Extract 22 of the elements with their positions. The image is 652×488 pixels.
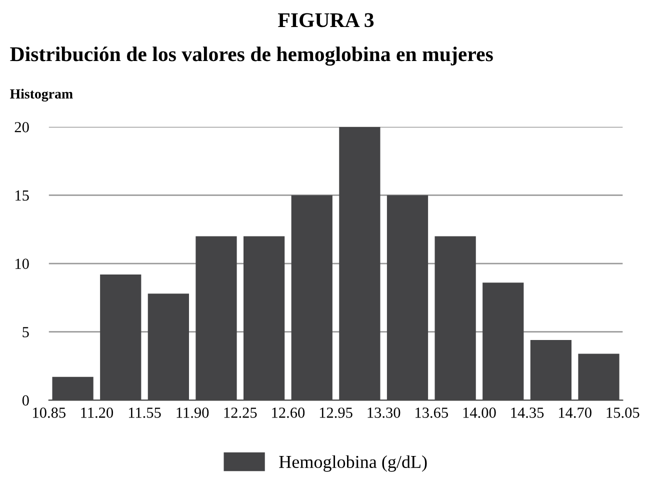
chart-title: FIGURA 3	[278, 13, 374, 28]
x-tick-label: 14.00	[463, 408, 496, 418]
x-tick-label: 11.55	[128, 408, 161, 418]
x-tick-label: 15.05	[606, 408, 640, 418]
x-tick-label: 12.60	[272, 408, 305, 418]
x-tick-label: 11.20	[81, 408, 114, 418]
text: Histogram	[10, 88, 73, 102]
y-tick-label: 20	[14, 122, 29, 132]
x-tick-label: 14.35	[511, 408, 544, 418]
y-tick-label: 10	[16, 258, 29, 269]
y-tick-label: 0	[22, 395, 29, 406]
x-tick-label: 12.25	[224, 408, 257, 418]
x-tick-label: 11.90	[176, 408, 209, 418]
y-tick-label: 15	[16, 190, 29, 201]
chart-subtitle: Distribución de los valores de hemoglobina en mujeres	[10, 46, 493, 66]
y-tick-label: 5	[22, 327, 29, 338]
x-tick-label: 12.95	[320, 408, 352, 418]
legend-label: Hemoglobina (g/dL)	[279, 455, 427, 472]
x-tick-label: 14.70	[559, 408, 592, 418]
x-tick-label: 10.85	[33, 408, 66, 418]
x-tick-label: 13.30	[368, 408, 400, 418]
x-tick-label: 13.65	[416, 408, 448, 418]
